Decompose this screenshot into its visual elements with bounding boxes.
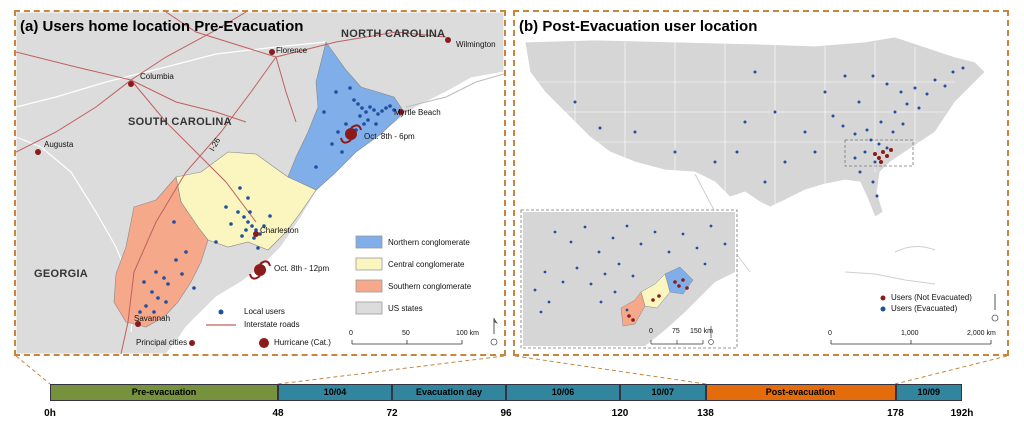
legend-central: Central conglomerate	[388, 260, 465, 269]
legend-interstate: Interstate roads	[244, 320, 300, 329]
city-label-wilmington: Wilmington	[456, 40, 496, 49]
hurricane-label-2: Oct. 8th - 12pm	[274, 264, 330, 273]
legend-us-states: US states	[388, 304, 423, 313]
scale-a-0: 0	[349, 330, 353, 337]
legend-not-evacuated: Users (Not Evacuated)	[891, 293, 972, 302]
timeline-tick: 138	[697, 408, 714, 419]
evacuated-users	[573, 66, 965, 198]
timeline-segment: 10/09	[895, 384, 962, 401]
inset-scale-0: 0	[649, 328, 653, 335]
hurricane-icon	[249, 260, 271, 280]
timeline-tick: 96	[500, 408, 512, 419]
timeline-segment: 10/06	[506, 384, 620, 401]
scale-a-50: 50	[402, 330, 410, 337]
principal-cities	[35, 37, 451, 327]
southern-conglomerate	[113, 176, 209, 328]
legend-southern: Southern conglomerate	[388, 282, 472, 291]
timeline-tick: 0h	[44, 408, 56, 419]
timeline-segment: 10/04	[278, 384, 392, 401]
state-label-nc: NORTH CAROLINA	[341, 28, 446, 40]
legend-northern: Northern conglomerate	[388, 238, 470, 247]
city-label-columbia: Columbia	[140, 72, 174, 81]
inset-scale-150: 150 km	[690, 328, 713, 335]
north-arrow-icon	[991, 294, 999, 322]
hurricane-icon	[340, 124, 362, 144]
legend-principal-cities: Principal cities	[136, 338, 188, 347]
panel-a-title: (a) Users home location Pre-Evacuation	[20, 18, 304, 35]
inset-north-arrow-icon	[708, 326, 714, 345]
northern-conglomerate	[287, 41, 405, 191]
hurricane-label-1: Oct. 8th - 6pm	[364, 132, 415, 141]
panel-b-svg	[520, 36, 999, 349]
panel-a-map: (a) Users home location Pre-Evacuation N…	[14, 10, 506, 356]
not-evacuated-users	[873, 148, 893, 164]
timeline-tick: 72	[386, 408, 398, 419]
timeline-tick: 178	[887, 408, 904, 419]
legend-evacuated: Users (Evacuated)	[891, 304, 958, 313]
timeline-segment: Pre-evacuation	[50, 384, 278, 401]
local-users-points	[138, 86, 396, 314]
legend-local-users: Local users	[244, 307, 285, 316]
legend-hurricane: Hurricane (Cat.)	[274, 338, 331, 347]
state-label-sc: SOUTH CAROLINA	[128, 116, 232, 128]
timeline-segment: Post-evacuation	[705, 384, 896, 401]
scale-b-0: 0	[828, 330, 832, 337]
scale-a-100: 100 km	[456, 330, 479, 337]
timeline-tick: 192h	[950, 408, 974, 419]
city-label-myrtle-beach: Myrtle Beach	[394, 108, 441, 117]
city-label-charleston: Charleston	[260, 226, 299, 235]
timeline-segment: Evacuation day	[392, 384, 506, 401]
panel-b-title: (b) Post-Evacuation user location	[519, 18, 758, 35]
inset-scale-75: 75	[672, 328, 680, 335]
panel-a-svg	[16, 12, 504, 354]
timeline-tick: 48	[272, 408, 284, 419]
sc-inset	[520, 209, 738, 349]
state-label-ga: GEORGIA	[34, 268, 89, 280]
interstate-roads	[16, 12, 447, 354]
panel-b-map: (b) Post-Evacuation user location Users …	[513, 10, 1009, 356]
scale-b-2000: 2,000 km	[967, 330, 996, 337]
timeline-tick: 120	[611, 408, 629, 419]
city-label-savannah: Savannah	[134, 314, 171, 323]
city-label-augusta: Augusta	[44, 140, 74, 149]
city-label-florence: Florence	[276, 46, 308, 55]
timeline-segment: 10/07	[620, 384, 706, 401]
north-arrow-icon	[490, 318, 498, 346]
scale-b-1000: 1,000	[901, 330, 919, 337]
